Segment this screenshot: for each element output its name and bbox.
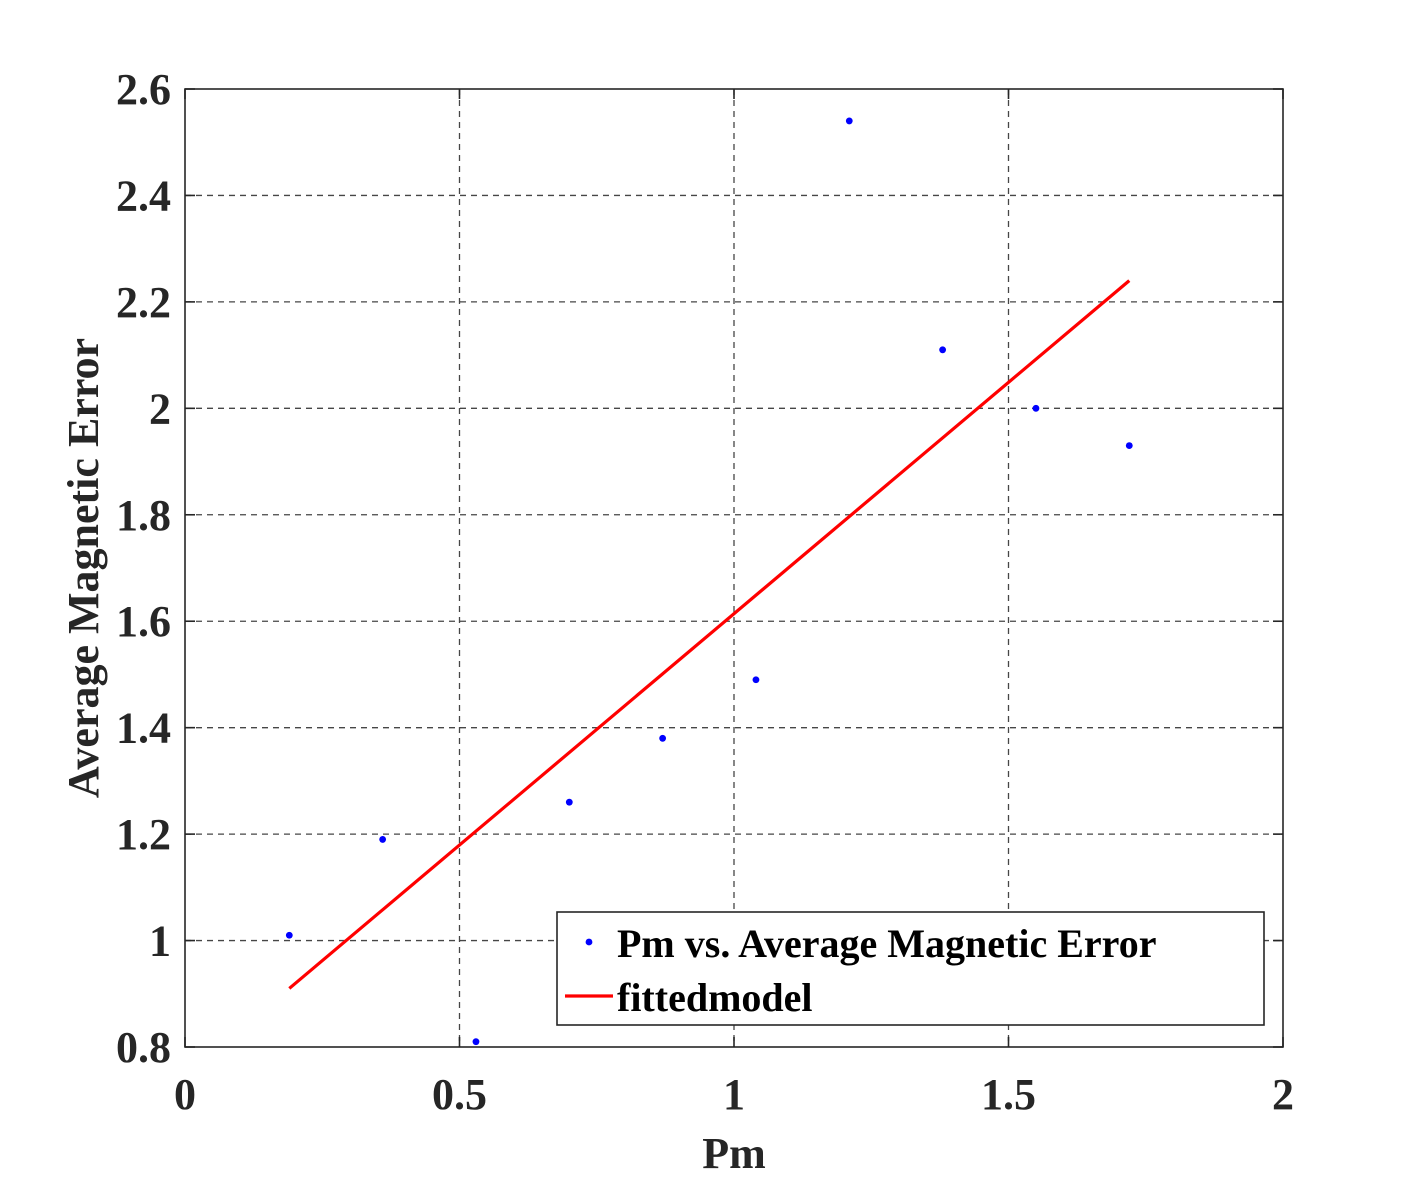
data-point: [379, 836, 387, 843]
y-tick-label: 2.6: [116, 65, 171, 114]
y-tick-label: 0.8: [116, 1023, 171, 1072]
data-point: [659, 734, 667, 742]
fitted-line: [288, 279, 1131, 990]
x-tick-label: 0: [174, 1070, 196, 1119]
data-point: [1125, 442, 1133, 449]
data-point: [565, 798, 573, 806]
data-point: [472, 1038, 480, 1046]
y-tick-label: 1: [149, 917, 171, 966]
x-tick-label: 1: [723, 1070, 745, 1119]
y-tick-label: 1.2: [116, 810, 171, 859]
x-tick-label: 1.5: [981, 1070, 1036, 1119]
y-tick-label: 1.4: [116, 704, 171, 753]
data-point: [752, 676, 760, 684]
legend-label-line: fittedmodel: [617, 975, 813, 1020]
legend: Pm vs. Average Magnetic Error fittedmode…: [556, 911, 1265, 1026]
y-tick-label: 2: [149, 384, 171, 433]
y-axis-title: Average Magnetic Error: [59, 338, 108, 798]
x-axis-title: Pm: [702, 1129, 766, 1178]
data-point: [285, 931, 293, 939]
y-tick-label: 1.6: [116, 597, 171, 646]
y-tick-label: 1.8: [116, 491, 171, 540]
legend-marker-scatter: [585, 938, 593, 946]
data-point: [845, 117, 853, 125]
legend-box: [556, 911, 1265, 1026]
y-tick-label: 2.4: [116, 171, 171, 220]
data-layer: [285, 117, 1133, 1046]
legend-label-scatter: Pm vs. Average Magnetic Error: [617, 921, 1156, 966]
grid: [185, 89, 1283, 1047]
y-tick-label: 2.2: [116, 278, 171, 327]
data-point: [939, 346, 947, 354]
data-point: [1032, 404, 1040, 412]
x-tick-label: 0.5: [432, 1070, 487, 1119]
x-tick-label: 2: [1272, 1070, 1294, 1119]
ticks: 0 0.5 1 1.5 2 0.8 1 1.2 1.4 1.6 1.8 2 2.2 2.4 2.6: [116, 65, 1294, 1119]
